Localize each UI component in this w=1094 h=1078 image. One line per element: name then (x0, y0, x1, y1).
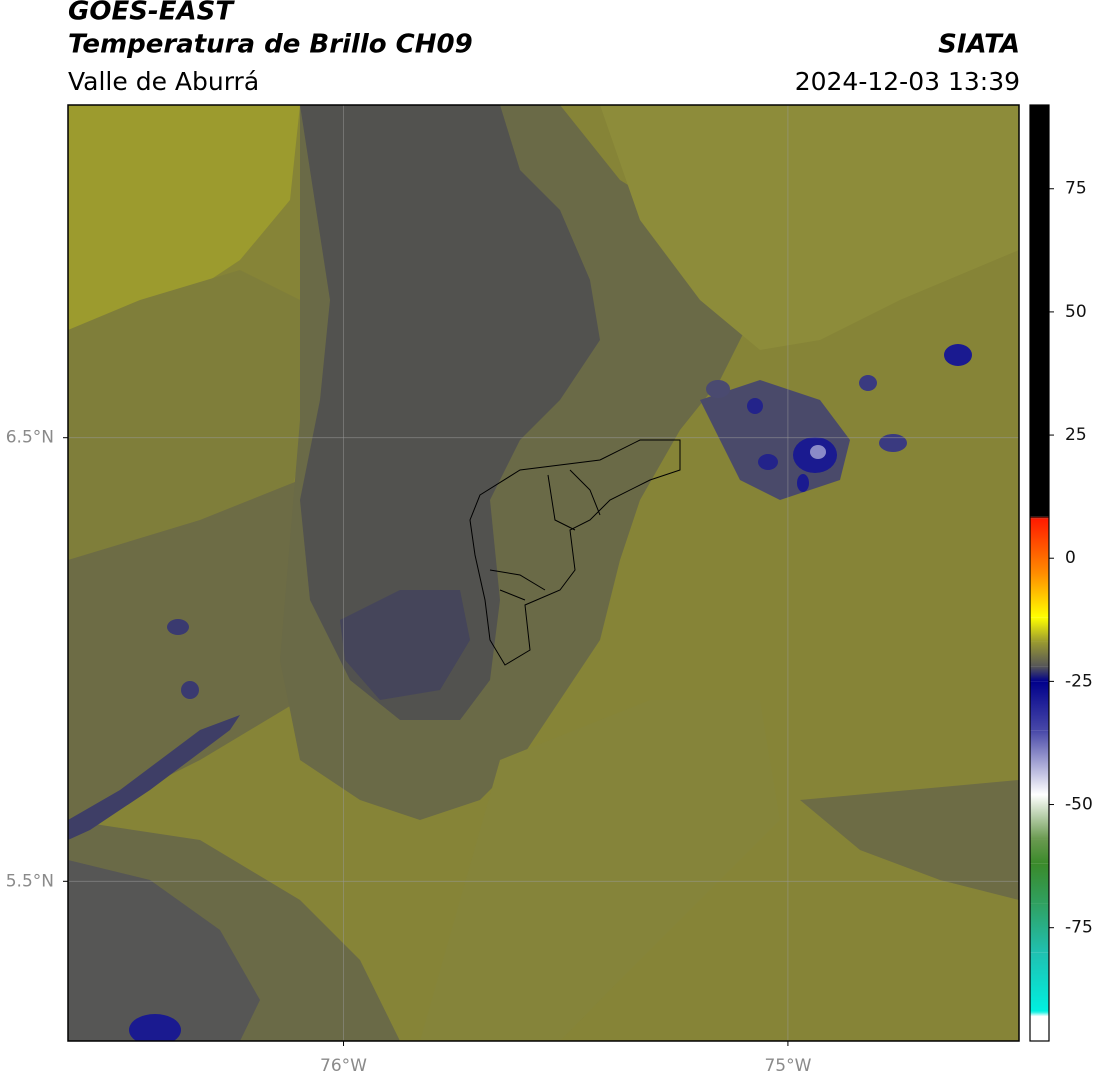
subtitle: Temperatura de Brillo CH09 (68, 30, 473, 60)
y-tick-label: 5.5°N (6, 871, 54, 891)
title: GOES-EAST (68, 0, 235, 27)
colorbar-tick-label: 25 (1065, 425, 1087, 445)
colorbar-segment (1030, 839, 1049, 864)
colorbar-tick-label: -25 (1065, 671, 1093, 691)
colorbar-segment (1030, 863, 1049, 904)
source: SIATA (938, 30, 1020, 60)
colorbar-segment (1030, 573, 1049, 618)
map-frame (67, 104, 1020, 1042)
colorbar-tick-label: 50 (1065, 302, 1087, 322)
colorbar-segment (1030, 617, 1049, 642)
satellite-image (68, 105, 1019, 1041)
colorbar-segment (1030, 516, 1049, 519)
colorbar-segment (1030, 681, 1049, 731)
colorbar-segment (1030, 794, 1049, 840)
colorbar-segment (1030, 952, 1049, 1012)
colorbar-segment (1030, 903, 1049, 953)
x-tick-label: 76°W (320, 1056, 367, 1076)
map-grid (63, 105, 1019, 1046)
datetime: 2024-12-03 13:39 (795, 67, 1020, 96)
colorbar-segment (1030, 1016, 1049, 1041)
colorbar-segment (1030, 730, 1049, 795)
colorbar-segment (1030, 105, 1049, 517)
colorbar-tick-label: -75 (1065, 918, 1093, 938)
colorbar-frame (1029, 104, 1050, 1042)
colorbar-segment (1030, 666, 1049, 682)
colorbar-segment (1030, 1011, 1049, 1017)
y-tick-label: 6.5°N (6, 428, 54, 448)
colorbar-tick-label: 0 (1065, 548, 1076, 568)
colorbar-segment (1030, 518, 1049, 573)
x-tick-label: 75°W (764, 1056, 811, 1076)
colorbar: 75 50 25 0 -25 -50 -75 (1029, 104, 1093, 1042)
region: Valle de Aburrá (68, 67, 259, 96)
colorbar-segment (1030, 641, 1049, 667)
colorbar-tick-label: -50 (1065, 795, 1093, 815)
colorbar-tick-label: 75 (1065, 179, 1087, 199)
